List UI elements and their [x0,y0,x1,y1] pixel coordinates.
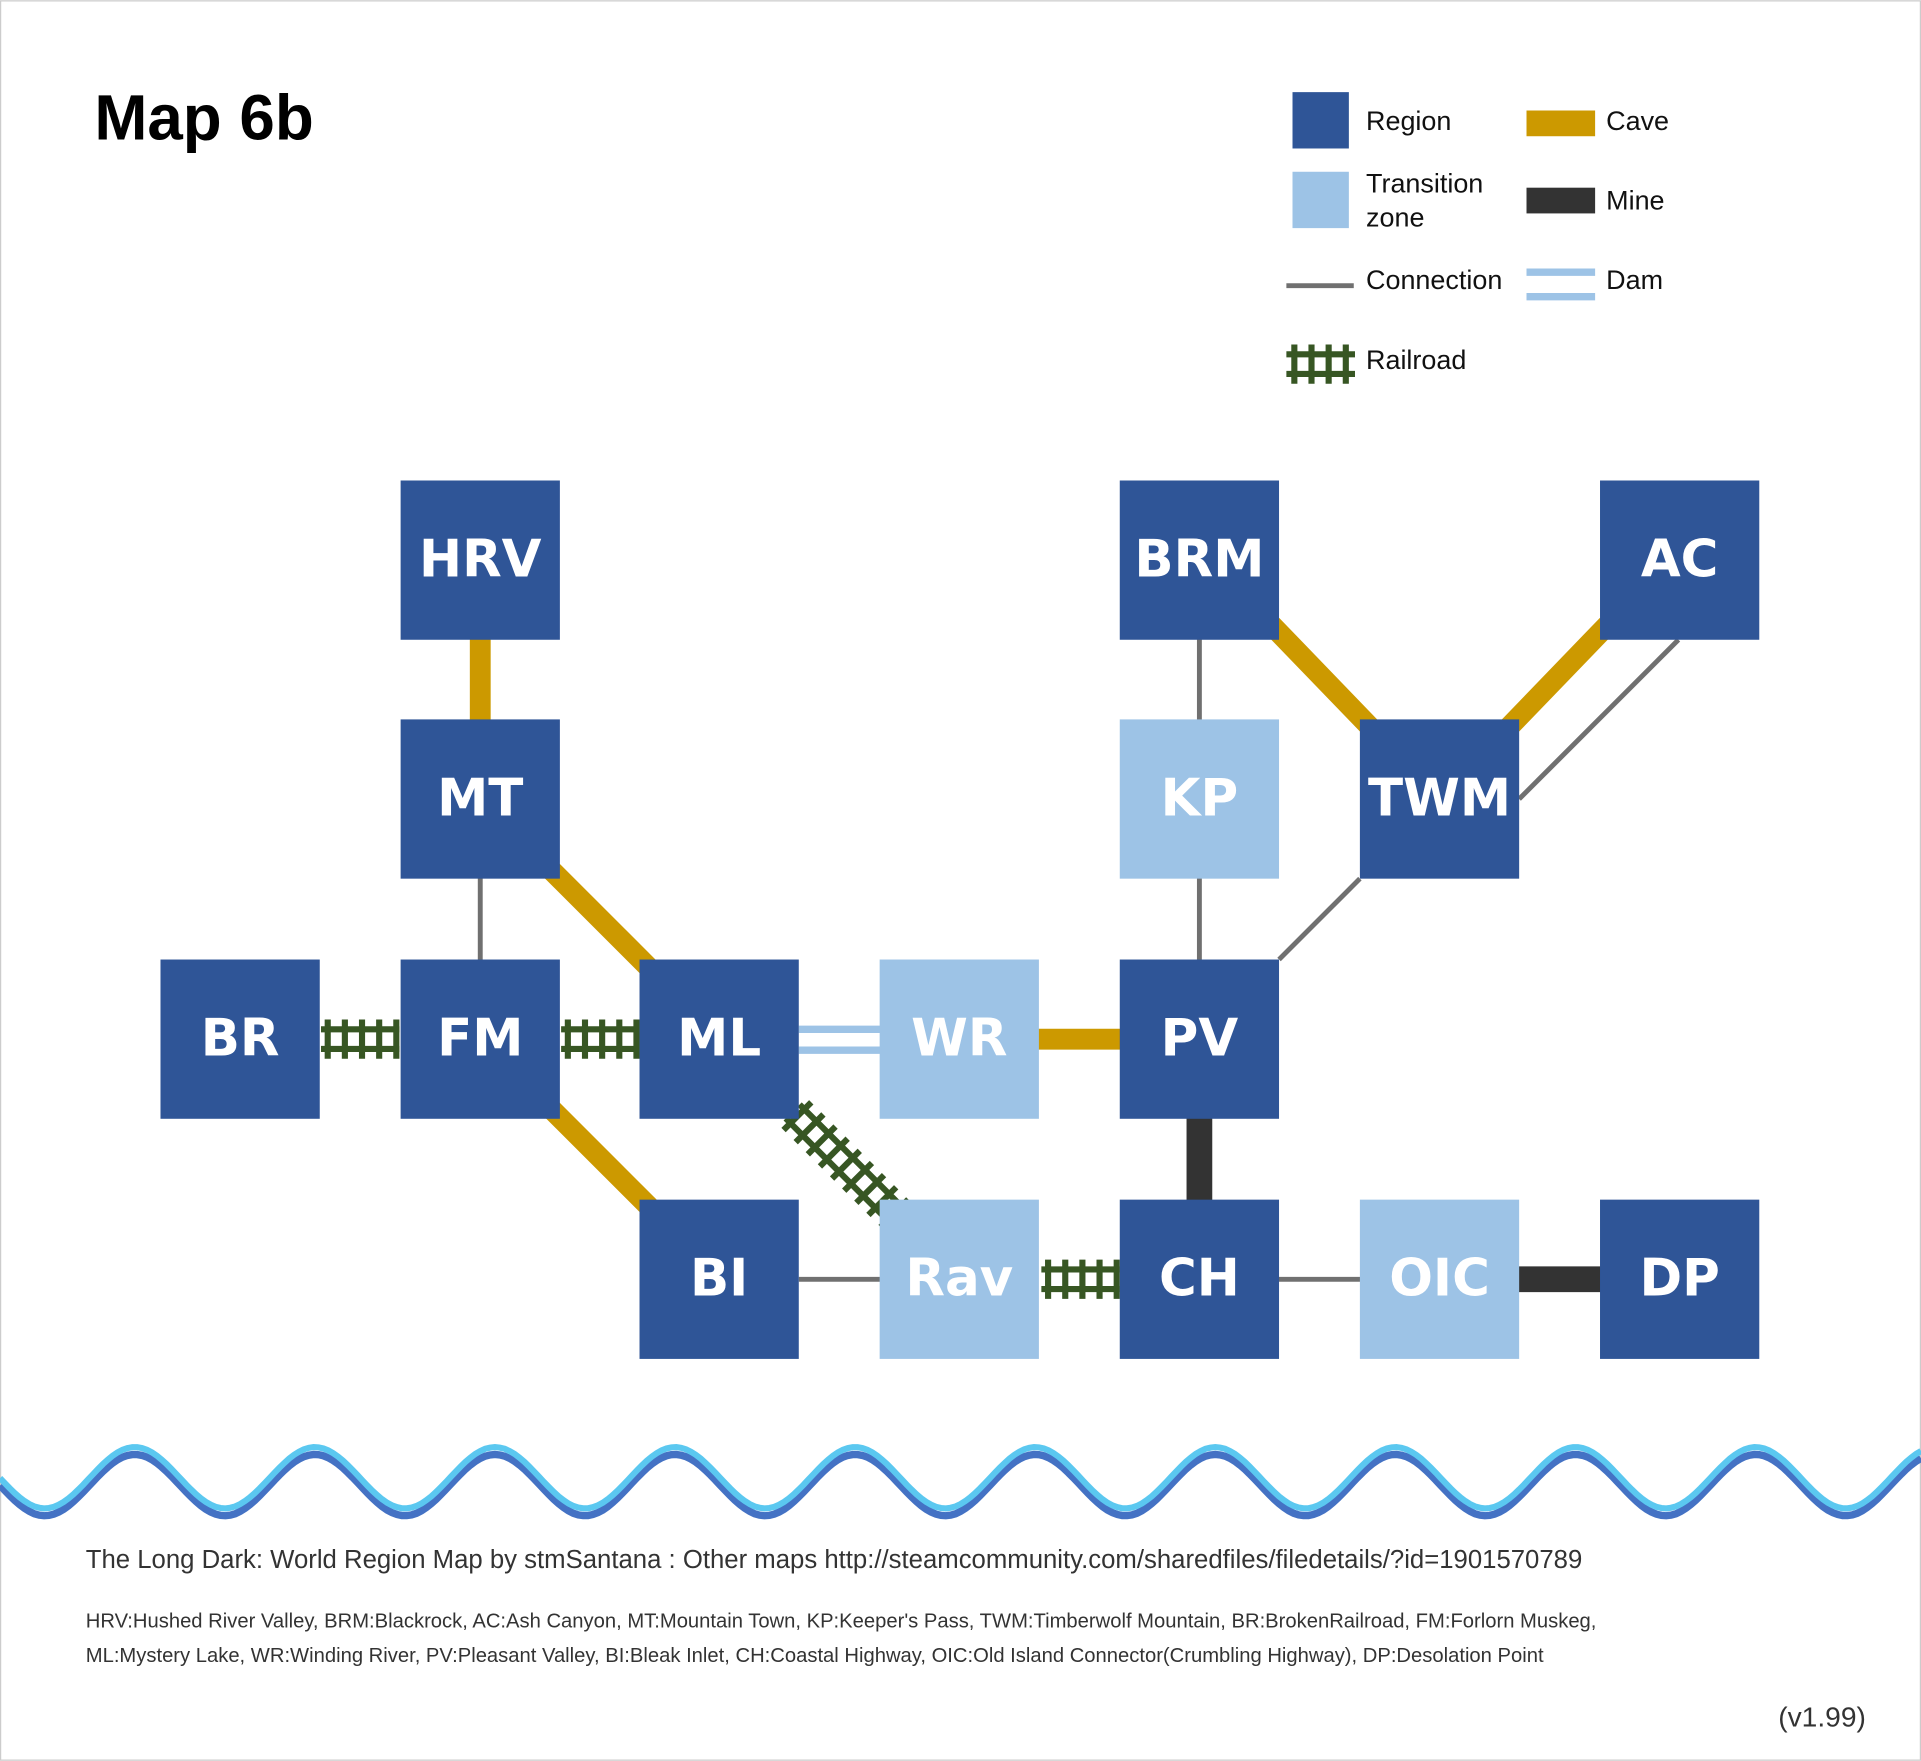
node-label: KP [1161,768,1239,828]
connection-edge [1517,638,1681,801]
region-node [1600,1199,1760,1359]
legend-label: Transition [1366,168,1483,198]
railroad-edge [1041,1259,1120,1299]
region-node [1119,959,1280,1119]
region-node [160,959,320,1119]
legend-abbreviations: HRV:Hushed River Valley, BRM:Blackrock, … [86,1611,1597,1633]
node-label: DP [1639,1249,1719,1309]
connection-edge [1277,876,1362,962]
legend-swatch [1526,187,1596,214]
node-label: FM [437,1009,523,1069]
railroad-edge [320,1019,400,1059]
cave-edge [1499,617,1615,737]
legend-swatch [1292,92,1349,149]
title: Map 6b [94,83,313,154]
cave-edge [1264,617,1380,737]
node-label: AC [1641,530,1719,590]
legend-label: Cave [1606,106,1669,136]
node-label: WR [911,1009,1007,1069]
transition-node [879,959,1039,1119]
version: (v1.99) [1778,1701,1866,1733]
transition-node [1359,1199,1520,1359]
node-label: BR [201,1009,280,1069]
legend-label: zone [1366,203,1424,233]
region-node [1359,719,1520,879]
region-node [639,1199,799,1359]
region-node [400,719,560,879]
railroad-edge [561,1019,640,1059]
legend-label: Dam [1606,265,1663,295]
node-label: CH [1159,1249,1240,1309]
wave-stroke [0,1450,1921,1520]
legend-swatch [1286,344,1355,384]
transition-node [879,1199,1039,1359]
cave-edge [543,862,657,976]
node-label: TWM [1368,768,1511,828]
node-label: PV [1161,1009,1239,1069]
legend-label: Railroad [1366,345,1466,375]
node-label: Rav [905,1249,1013,1309]
legend-label: Mine [1606,186,1664,216]
region-node [1119,480,1280,640]
legend-label: Region [1366,106,1451,136]
node-label: ML [677,1009,761,1069]
cave-edge [543,1101,657,1215]
legend-abbreviations: ML:Mystery Lake, WR:Winding River, PV:Pl… [86,1645,1544,1667]
region-node [1600,480,1760,640]
legend-label: Connection [1366,265,1502,295]
nodes: HRV BRM AC MT KP TWM BR FM ML WR PV BI Rav CH OIC DP [160,480,1760,1359]
legend: Region Transition zone Connection Railro… [1286,92,1669,384]
node-label: BRM [1134,530,1264,590]
region-node [1119,1199,1280,1359]
region-node [639,959,799,1119]
legend-swatch [1526,110,1596,137]
region-node [400,480,560,640]
node-label: BI [690,1249,748,1309]
transition-node [1119,719,1280,879]
node-label: OIC [1389,1249,1490,1309]
node-label: HRV [419,530,542,590]
wave-stroke [0,1444,1921,1512]
river-wave [0,1444,1921,1520]
region-node [400,959,560,1119]
credit: The Long Dark: World Region Map by stmSa… [86,1546,1583,1574]
node-label: MT [437,768,523,828]
legend-swatch [1292,171,1349,229]
